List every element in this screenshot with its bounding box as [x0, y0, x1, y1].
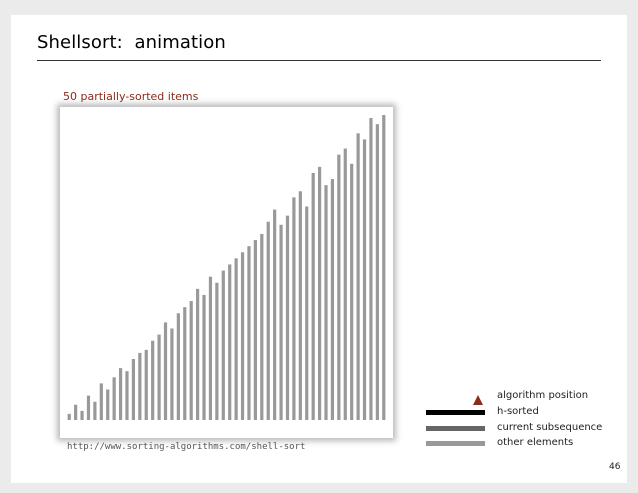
sort-bar — [285, 215, 290, 420]
sort-bar — [99, 383, 103, 420]
source-url[interactable]: http://www.sorting-algorithms.com/shell-… — [67, 442, 306, 452]
sort-bar — [337, 154, 341, 420]
sort-bar — [125, 371, 129, 420]
sort-bar — [362, 139, 367, 420]
sort-bar — [157, 334, 161, 420]
sort-bar — [382, 115, 386, 420]
sort-bar — [215, 282, 219, 420]
sort-bar — [163, 322, 168, 420]
sort-bar — [183, 307, 187, 420]
legend-label-current-subsequence: current subsequence — [497, 422, 603, 433]
animation-subtitle: 50 partially-sorted items — [63, 90, 199, 103]
sort-bar — [273, 209, 277, 420]
sort-bar — [292, 197, 296, 420]
sort-bar — [234, 258, 238, 420]
sort-bar — [253, 240, 257, 420]
sort-bar — [208, 276, 213, 420]
sort-bar — [67, 413, 71, 420]
legend-label-h-sorted: h-sorted — [497, 406, 539, 417]
sort-bar — [317, 166, 322, 420]
sort-bar — [343, 148, 347, 421]
sort-bar — [80, 410, 84, 420]
sort-bar — [93, 401, 97, 420]
sort-bar — [279, 224, 283, 420]
sort-bar — [221, 270, 225, 420]
sort-bars-chart — [67, 115, 386, 421]
sort-bar — [74, 404, 78, 420]
sort-bar — [86, 395, 91, 420]
algorithm-position-icon — [473, 395, 483, 405]
sort-bar — [330, 179, 335, 420]
sort-bar — [311, 172, 315, 420]
sort-bar — [112, 377, 116, 420]
sort-bar — [247, 246, 251, 420]
sort-bar — [144, 349, 148, 420]
page-number: 46 — [609, 462, 621, 472]
sort-bar — [350, 163, 354, 421]
sort-bar — [240, 252, 245, 420]
sort-bar — [298, 191, 302, 420]
sort-bar — [176, 313, 180, 420]
sort-bar — [324, 185, 328, 420]
sort-bar — [356, 133, 360, 421]
sort-bar — [151, 340, 155, 420]
animation-panel — [60, 107, 393, 438]
sort-bar — [196, 288, 200, 420]
current-subsequence-swatch — [426, 426, 485, 431]
slide: Shellsort: animation 50 partially-sorted… — [11, 15, 627, 483]
sort-bar — [118, 368, 123, 420]
slide-title: Shellsort: animation — [37, 32, 226, 53]
sort-bar — [138, 352, 142, 420]
title-divider — [37, 60, 601, 61]
legend-label-other-elements: other elements — [497, 437, 574, 448]
h-sorted-swatch — [426, 410, 485, 415]
other-elements-swatch — [426, 441, 485, 446]
sort-bar — [106, 389, 110, 420]
legend-label-algorithm-position: algorithm position — [497, 390, 589, 401]
sort-bar — [305, 206, 309, 420]
sort-bar — [189, 301, 193, 420]
sort-bar — [369, 118, 373, 421]
sort-bar — [170, 328, 174, 420]
sort-bar — [266, 221, 270, 420]
sort-bar — [131, 359, 136, 420]
sort-bar — [375, 124, 379, 421]
sort-bar — [202, 294, 206, 420]
sort-bar — [228, 264, 232, 420]
sort-bar — [260, 233, 264, 420]
